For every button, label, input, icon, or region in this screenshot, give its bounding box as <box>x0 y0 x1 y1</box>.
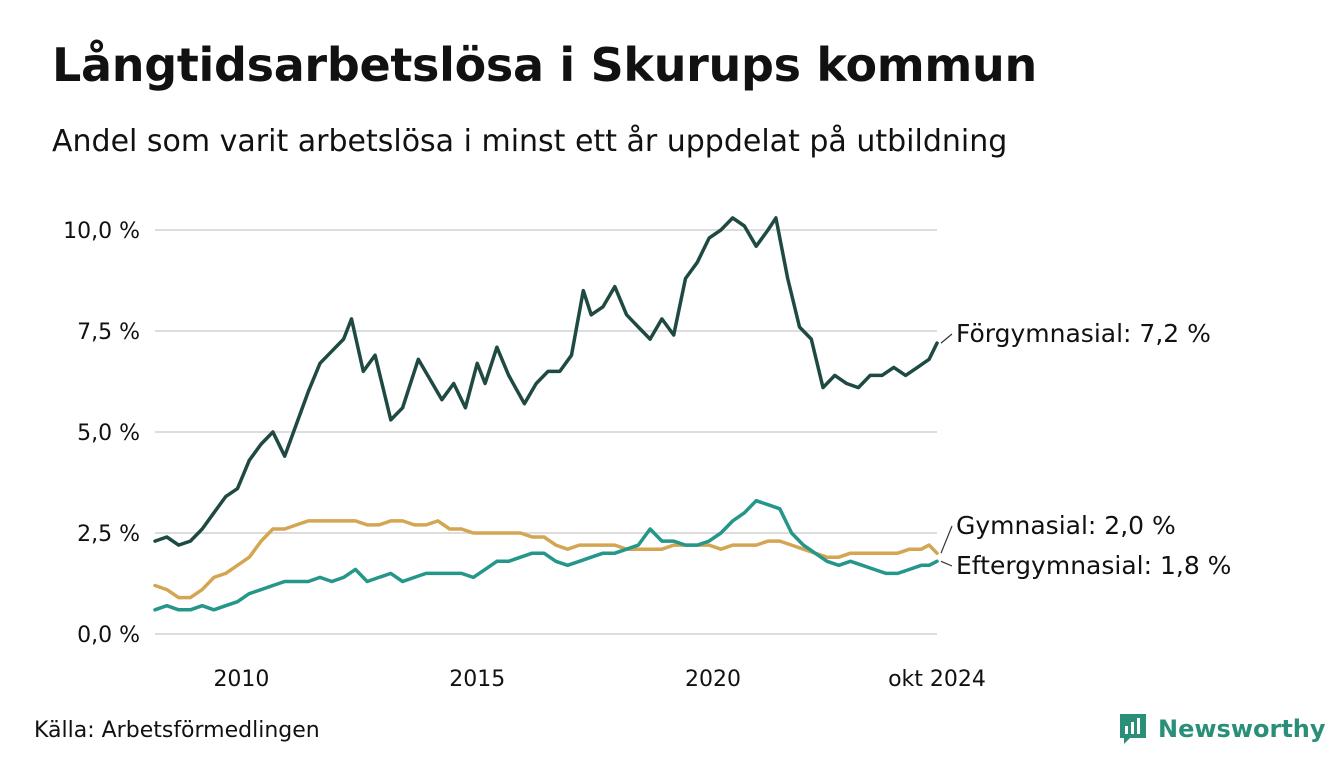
line-chart: 0,0 % 2,5 % 5,0 % 7,5 % 10,0 % 2010 2015 2020 o… <box>63 216 1231 692</box>
label-connector <box>940 560 953 567</box>
chart-subtitle: Andel som varit arbetslösa i minst ett å… <box>52 124 1008 159</box>
y-tick-label: 10,0 % <box>63 219 140 244</box>
label-connector <box>940 525 953 554</box>
y-tick-label: 5,0 % <box>77 421 140 446</box>
end-label-gymnasial: Gymnasial: 2,0 % <box>956 511 1176 540</box>
x-tick-label: 2015 <box>449 667 505 692</box>
y-tick-label: 0,0 % <box>77 623 140 648</box>
x-axis-labels: 2010 2015 2020 okt 2024 <box>213 667 985 692</box>
y-tick-label: 2,5 % <box>77 522 140 547</box>
series-lines <box>153 216 939 612</box>
end-labels: Förgymnasial: 7,2 % Gymnasial: 2,0 % Efter… <box>940 319 1231 580</box>
chart-title: Långtidsarbetslösa i Skurups kommun <box>52 38 1037 92</box>
source-note: Källa: Arbetsförmedlingen <box>34 718 320 743</box>
end-label-eftergymnasial: Eftergymnasial: 1,8 % <box>956 551 1231 580</box>
newsworthy-logo-icon <box>1120 714 1146 744</box>
gridlines <box>155 229 937 635</box>
brand-name: Newsworthy <box>1158 715 1326 743</box>
series-line-eftergymnasial <box>153 498 939 612</box>
y-tick-label: 7,5 % <box>77 320 140 345</box>
brand-logo[interactable]: Newsworthy <box>1118 712 1326 746</box>
x-tick-label: 2010 <box>213 667 269 692</box>
x-tick-label: 2020 <box>685 667 741 692</box>
series-line-förgymnasial <box>153 216 939 547</box>
x-tick-label: okt 2024 <box>888 667 986 692</box>
label-connector <box>940 333 953 344</box>
y-axis-labels: 0,0 % 2,5 % 5,0 % 7,5 % 10,0 % <box>63 219 140 648</box>
end-label-förgymnasial: Förgymnasial: 7,2 % <box>956 319 1211 348</box>
